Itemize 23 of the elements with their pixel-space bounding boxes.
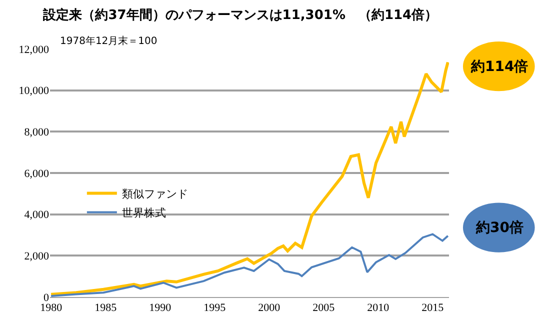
y-tick-label: 10,000 [18,85,50,98]
line-series [50,233,449,297]
y-tick-label: 2,000 [24,250,50,263]
y-tick-label: 8,000 [24,126,50,139]
text: 約30倍 [475,219,524,236]
x-tick-label: 1980 [40,302,63,314]
y-tick-label: 4,000 [24,209,50,222]
x-tick-label: 1990 [149,302,172,314]
chart-title: 設定来（約37年間）のパフォーマンスは11,301% （約114倍） [42,7,438,23]
text: 約114倍 [470,58,528,75]
y-tick-label: 6,000 [24,168,50,180]
y-tick-label: 0 [44,292,50,304]
legend-label: 類似ファンド [122,188,188,201]
x-tick-label: 2015 [422,302,444,314]
x-tick-label: 1995 [204,302,226,314]
x-tick-label: 2005 [312,302,336,314]
legend-label: 世界株式 [122,206,166,220]
text: 1978年12月末＝100 [60,35,158,47]
x-tick-label: 2000 [258,302,281,314]
x-tick-label: 1985 [94,302,118,314]
line-series [50,60,449,296]
y-tick-label: 12,000 [18,44,50,56]
x-tick-label: 2010 [367,302,390,314]
